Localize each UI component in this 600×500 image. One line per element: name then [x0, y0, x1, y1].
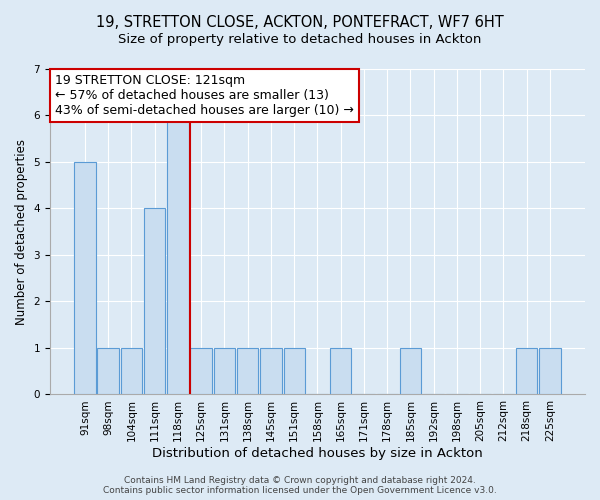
- Bar: [260, 348, 281, 395]
- Bar: [237, 348, 259, 395]
- X-axis label: Distribution of detached houses by size in Ackton: Distribution of detached houses by size …: [152, 447, 483, 460]
- Bar: [121, 348, 142, 395]
- Bar: [97, 348, 119, 395]
- Bar: [144, 208, 166, 394]
- Text: 19 STRETTON CLOSE: 121sqm
← 57% of detached houses are smaller (13)
43% of semi-: 19 STRETTON CLOSE: 121sqm ← 57% of detac…: [55, 74, 354, 117]
- Bar: [190, 348, 212, 395]
- Bar: [330, 348, 352, 395]
- Bar: [284, 348, 305, 395]
- Bar: [539, 348, 560, 395]
- Text: 19, STRETTON CLOSE, ACKTON, PONTEFRACT, WF7 6HT: 19, STRETTON CLOSE, ACKTON, PONTEFRACT, …: [96, 15, 504, 30]
- Y-axis label: Number of detached properties: Number of detached properties: [15, 138, 28, 324]
- Text: Contains HM Land Registry data © Crown copyright and database right 2024.
Contai: Contains HM Land Registry data © Crown c…: [103, 476, 497, 495]
- Bar: [214, 348, 235, 395]
- Bar: [74, 162, 95, 394]
- Text: Size of property relative to detached houses in Ackton: Size of property relative to detached ho…: [118, 32, 482, 46]
- Bar: [516, 348, 538, 395]
- Bar: [167, 116, 188, 394]
- Bar: [400, 348, 421, 395]
